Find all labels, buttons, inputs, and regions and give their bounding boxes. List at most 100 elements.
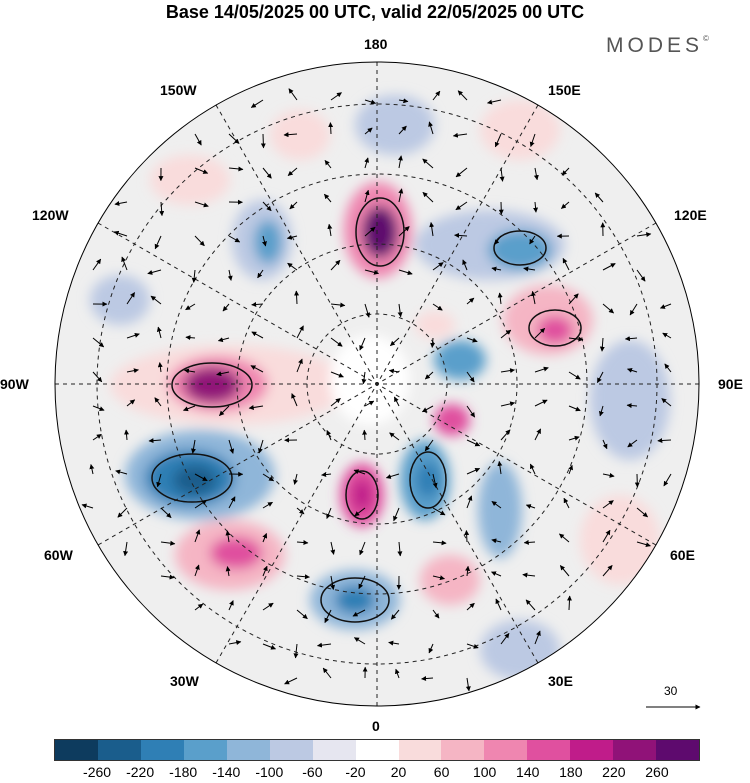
wind-vector	[428, 121, 434, 135]
wind-vector	[561, 201, 570, 209]
wind-vector	[287, 262, 298, 271]
wind-vector	[160, 507, 172, 518]
wind-vector	[228, 640, 242, 646]
wind-vector	[497, 460, 503, 475]
colorbar-swatch	[140, 740, 184, 760]
lon-label-30e: 30E	[548, 673, 573, 689]
wind-vector	[568, 435, 580, 441]
wind-vector	[497, 292, 503, 305]
wind-vector	[457, 90, 468, 101]
wind-vector	[289, 201, 298, 210]
brand-logo: MODES©	[606, 34, 709, 57]
wind-vector	[364, 303, 371, 318]
wind-vector	[422, 191, 434, 203]
wind-vector	[534, 327, 546, 339]
wind-vector	[156, 326, 162, 339]
wind-vector	[364, 189, 370, 203]
wind-vector	[364, 400, 375, 407]
colorbar-tick-label: 220	[602, 764, 626, 780]
colorbar-tick-label: 180	[559, 764, 583, 780]
wind-vector	[352, 609, 366, 617]
wind-vector	[529, 235, 536, 245]
wind-vector	[466, 405, 476, 418]
wind-vector	[117, 507, 128, 518]
wind-vector	[354, 507, 366, 517]
wind-vector	[154, 397, 162, 407]
wind-vector	[260, 133, 266, 149]
wind-vector	[324, 160, 332, 169]
colorbar-swatch	[484, 740, 528, 760]
wind-vector	[664, 363, 672, 373]
wind-vector	[317, 642, 332, 648]
wind-vector	[288, 88, 298, 101]
wind-vector	[500, 401, 516, 407]
anomaly-field	[55, 62, 699, 706]
wind-vector	[389, 432, 400, 441]
wind-vector	[126, 399, 136, 407]
colorbar-swatch	[441, 740, 485, 760]
colorbar-tick-label: -180	[169, 764, 198, 780]
wind-vector	[191, 439, 196, 454]
wind-vector	[562, 257, 570, 271]
wind-vector	[636, 507, 648, 518]
wind-vector	[561, 167, 570, 176]
wind-vector	[330, 259, 341, 271]
colorbar-tick-label: -260	[83, 764, 112, 780]
wind-vector	[534, 630, 541, 645]
wind-vector	[324, 609, 332, 624]
wind-vector	[636, 269, 646, 282]
wind-vector	[398, 125, 407, 135]
wind-vector	[428, 643, 434, 654]
wind-vector	[568, 293, 579, 305]
wind-vector	[219, 405, 230, 416]
lon-label-60w: 60W	[44, 547, 73, 563]
wind-vector	[228, 166, 244, 172]
wind-vector	[92, 258, 102, 271]
wind-vector	[160, 540, 176, 546]
wind-vector	[530, 290, 536, 305]
colorbar-tick-label: -140	[212, 764, 241, 780]
wind-vector	[568, 464, 573, 475]
wind-vector	[422, 158, 434, 169]
wind-vector	[250, 99, 264, 108]
wind-vector	[225, 566, 231, 577]
colorbar-swatch	[613, 740, 657, 760]
wind-vector	[602, 472, 615, 478]
wind-vector	[150, 295, 162, 305]
wind-vector	[194, 167, 209, 174]
wind-vector	[296, 358, 303, 373]
wind-vector	[364, 127, 373, 135]
wind-vector	[662, 332, 672, 339]
wind-vector	[494, 235, 502, 245]
wind-vector	[397, 541, 403, 557]
wind-vector	[294, 290, 300, 305]
wind-vector	[494, 133, 502, 148]
wind-vector	[228, 496, 236, 509]
wind-vector	[262, 533, 268, 543]
wind-vector	[626, 403, 638, 409]
wind-vector	[364, 269, 379, 275]
colorbar-swatch	[97, 740, 141, 760]
wind-vector	[465, 565, 471, 577]
wind-vector	[217, 337, 230, 343]
wind-vector	[327, 223, 333, 237]
colorbar-swatch	[269, 740, 313, 760]
wind-vector	[398, 226, 410, 237]
wind-vector	[495, 598, 502, 611]
wind-vector	[114, 201, 128, 206]
wind-vectors	[81, 88, 672, 692]
wind-vector	[627, 439, 638, 448]
wind-vector	[248, 405, 264, 410]
wind-vector	[432, 303, 443, 311]
wind-vector	[293, 473, 298, 485]
wind-vector	[222, 303, 230, 312]
wind-vector	[126, 368, 139, 374]
wind-vector	[432, 540, 447, 546]
lon-label-90e: 90E	[718, 376, 743, 392]
colorbar-tick-label: 100	[472, 764, 497, 780]
graticule	[55, 62, 699, 706]
lon-label-90w: 90W	[0, 376, 29, 392]
wind-vector	[330, 541, 336, 555]
wind-vector	[293, 643, 299, 659]
wind-vector	[388, 368, 400, 374]
